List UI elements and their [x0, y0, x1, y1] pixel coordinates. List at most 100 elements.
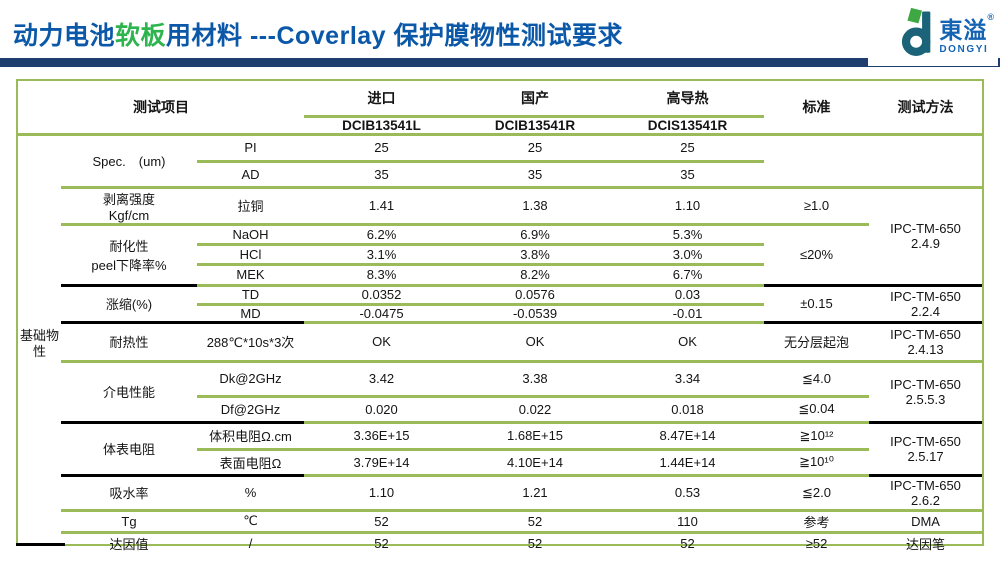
cell-td-domestic: 0.0576 — [459, 283, 612, 304]
cell-heat-standard: 无分层起泡 — [764, 320, 870, 361]
company-logo: 東溢® DONGYI — [868, 1, 998, 66]
cell-surfres-standard: ≧10¹⁰ — [764, 447, 870, 475]
row-surface-resistance: 表面电阻Ω 3.79E+14 4.10E+14 1.44E+14 ≧10¹⁰ — [18, 447, 982, 475]
cell-pi-domestic: 25 — [527, 140, 543, 155]
header-import: 进口 — [304, 81, 460, 118]
header-row-2: DCIB13541L DCIB13541R DCIS13541R — [18, 115, 982, 136]
group-basic-properties: 基础物性 — [19, 327, 59, 359]
cell-dielectric-label: 介电性能 — [61, 359, 197, 422]
cell-tg-label: Tg — [61, 508, 197, 532]
cell-ad-domestic: 35 — [459, 159, 612, 187]
cell-heat-thermal: OK — [611, 320, 765, 361]
row-heat-resistance: 耐热性 288℃*10s*3次 OK OK OK 无分层起泡 IPC-TM-65… — [18, 320, 983, 361]
cell-dyne-domestic: 52 — [459, 530, 612, 553]
cell-mek-sub: MEK — [197, 262, 305, 285]
cell-naoh-thermal: 5.3% — [611, 222, 765, 244]
cell-df-sub: Df@2GHz — [197, 394, 305, 422]
row-pi: 基础物性 Spec. (um) PI 25 25 25 — [18, 134, 982, 359]
cell-md-thermal: -0.01 — [611, 302, 765, 322]
row-hcl: HCl 3.1% 3.8% 3.0% — [18, 242, 982, 264]
cell-method-heat: IPC-TM-650 2.4.13 — [869, 320, 983, 361]
cell-dyne-standard: ≥52 — [764, 530, 870, 553]
cell-ad-import: 35 — [304, 159, 460, 187]
cell-td-sub: TD — [197, 283, 305, 304]
cell-dk-domestic: 3.38 — [459, 359, 612, 396]
cell-dk-sub: Dk@2GHz — [197, 359, 305, 396]
cell-method-dielectric: IPC-TM-650 2.5.5.3 — [869, 359, 983, 422]
row-peel-strength: 剥离强度 Kgf/cm 拉铜 1.41 1.38 1.10 ≥1.0 IPC-T… — [18, 185, 983, 285]
cell-hcl-thermal: 3.0% — [611, 242, 765, 264]
cell-surfres-thermal: 1.44E+14 — [611, 447, 765, 475]
cell-chem-label: 耐化性 peel下降率% — [61, 222, 197, 285]
cell-spec-label: Spec. (um) — [92, 154, 166, 169]
row-dyne: 达因值 / 52 52 52 ≥52 达因笔 — [18, 530, 983, 553]
cell-md-sub: MD — [197, 302, 305, 322]
cell-dk-import: 3.42 — [304, 359, 460, 396]
cell-pi-thermal: 25 — [680, 140, 695, 155]
title-divider-bar — [0, 58, 1000, 67]
header-domestic: 国产 — [459, 81, 612, 118]
cell-heat-domestic: OK — [459, 320, 612, 361]
cell-hcl-import: 3.1% — [304, 242, 460, 264]
cell-ad-sub: AD — [197, 159, 305, 187]
cell-method-shrink: IPC-TM-650 2.2.4 — [869, 283, 983, 322]
cell-water-sub: % — [197, 473, 305, 510]
cell-spec-standard-empty — [764, 134, 869, 187]
cell-copper-thermal: 1.10 — [611, 185, 765, 224]
cell-tg-standard: 参考 — [764, 508, 870, 532]
logo-name-en: DONGYI — [939, 43, 989, 55]
cell-copper-sub: 拉铜 — [197, 185, 305, 224]
cell-dyne-import: 52 — [304, 530, 460, 553]
row-dk: 介电性能 Dk@2GHz 3.42 3.38 3.34 ≦4.0 IPC-TM-… — [18, 359, 983, 422]
cell-naoh-import: 6.2% — [304, 222, 460, 244]
table-bottom-left-black-segment — [16, 543, 65, 546]
header-standard: 标准 — [764, 81, 870, 136]
cell-water-import: 1.10 — [304, 473, 460, 510]
page-title: 动力电池软板用材料 ---Coverlay 保护膜物性测试要求 — [13, 16, 623, 52]
cell-chem-standard: ≤20% — [764, 222, 870, 285]
row-td: 涨缩(%) TD 0.0352 0.0576 0.03 ±0.15 IPC-TM… — [18, 283, 983, 322]
row-ad: AD 35 35 35 — [18, 159, 982, 187]
cell-tg-import: 52 — [304, 508, 460, 532]
cell-mek-thermal: 6.7% — [611, 262, 765, 285]
cell-df-standard: ≦0.04 — [764, 394, 870, 422]
cell-volres-import: 3.36E+15 — [304, 420, 460, 449]
cell-naoh-domestic: 6.9% — [459, 222, 612, 244]
cell-volres-domestic: 1.68E+15 — [459, 420, 612, 449]
cell-copper-domestic: 1.38 — [459, 185, 612, 224]
header-test-item: 测试项目 — [18, 81, 305, 136]
logo-name-cn: 東溢 — [939, 16, 988, 43]
cell-pi-sub: PI — [244, 140, 257, 155]
cell-md-import: -0.0475 — [304, 302, 460, 322]
cell-method-water: IPC-TM-650 2.6.2 — [869, 473, 983, 510]
test-table-frame: 测试项目 进口 国产 高导热 标准 测试方法 DCIB13541L DCIB13… — [16, 79, 984, 553]
registered-mark-icon: ® — [987, 11, 994, 22]
cell-volres-thermal: 8.47E+14 — [611, 420, 765, 449]
row-water-absorption: 吸水率 % 1.10 1.21 0.53 ≦2.0 IPC-TM-650 2.6… — [18, 473, 983, 510]
row-volume-resistance: 体表电阻 体积电阻Ω.cm 3.36E+15 1.68E+15 8.47E+14… — [18, 420, 983, 475]
cell-df-domestic: 0.022 — [459, 394, 612, 422]
cell-method-tg: DMA — [869, 508, 983, 532]
cell-mek-domestic: 8.2% — [459, 262, 612, 285]
title-part-blue-2: 用材料 ---Coverlay 保护膜物性测试要求 — [166, 22, 624, 50]
cell-tg-domestic: 52 — [459, 508, 612, 532]
cell-shrink-standard: ±0.15 — [764, 283, 870, 322]
cell-volres-sub: 体积电阻Ω.cm — [197, 420, 305, 449]
cell-heat-import: OK — [304, 320, 460, 361]
cell-shrink-label: 涨缩(%) — [61, 283, 197, 322]
cell-td-import: 0.0352 — [304, 283, 460, 304]
cell-hcl-sub: HCl — [197, 242, 305, 264]
cell-df-import: 0.020 — [304, 394, 460, 422]
cell-tg-thermal: 110 — [611, 508, 765, 532]
cell-resistance-label: 体表电阻 — [61, 420, 197, 475]
material-test-table: 测试项目 进口 国产 高导热 标准 测试方法 DCIB13541L DCIB13… — [18, 81, 983, 553]
header-model-domestic: DCIB13541R — [459, 115, 612, 136]
header-model-thermal: DCIS13541R — [611, 115, 765, 136]
cell-td-thermal: 0.03 — [611, 283, 765, 304]
cell-peel-label: 剥离强度 Kgf/cm — [61, 185, 197, 224]
cell-dyne-label: 达因值 — [61, 530, 197, 553]
cell-copper-import: 1.41 — [304, 185, 460, 224]
cell-mek-import: 8.3% — [304, 262, 460, 285]
row-tg: Tg ℃ 52 52 110 参考 DMA — [18, 508, 983, 532]
